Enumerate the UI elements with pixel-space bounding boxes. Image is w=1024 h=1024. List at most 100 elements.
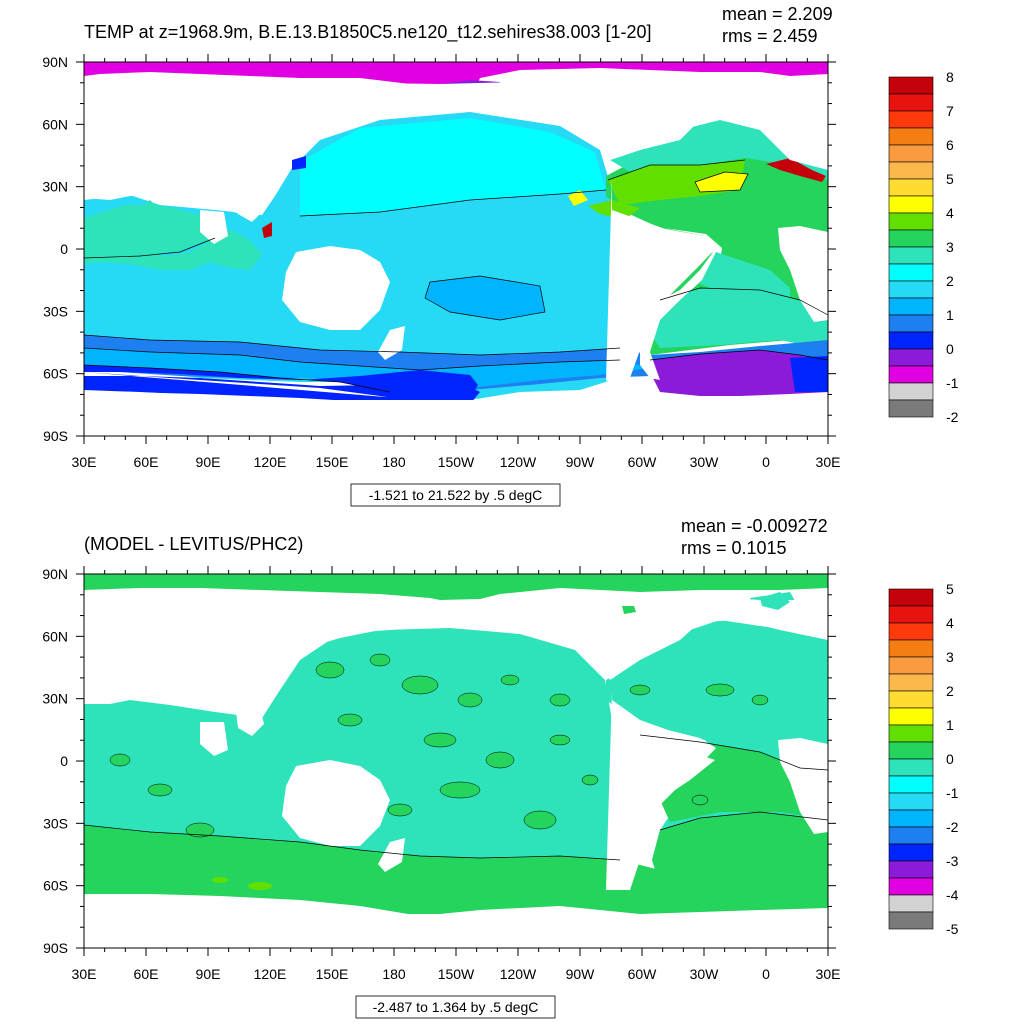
panel1-colorbar-box [888, 246, 934, 265]
panel1-mean: mean = 2.209 [722, 4, 833, 24]
panel1-lat-label: 90N [42, 54, 68, 70]
panel2-title: (MODEL - LEVITUS/PHC2) [84, 534, 303, 554]
panel2-colorbar-label: 1 [946, 717, 954, 733]
panel1-colorbar-box [888, 399, 934, 418]
panel2-contour-info: -2.487 to 1.364 by .5 degC [373, 999, 539, 1015]
panel2-lon-label: 120W [500, 966, 537, 982]
panel1-colorbar-label: 6 [946, 137, 954, 153]
panel1-lat-label: 30N [42, 179, 68, 195]
difference-field [83, 574, 829, 948]
panel2-lat-label: 30N [42, 691, 68, 707]
panel1-lon-label: 120W [500, 454, 537, 470]
panel2-lon-label: 90E [196, 966, 221, 982]
panel1-colorbar-label: 1 [946, 307, 954, 323]
panel2-colorbar-label: -2 [946, 819, 959, 835]
panel1-lon-label: 30W [690, 454, 720, 470]
panel2-colorbar-box [888, 809, 934, 828]
panel2-mean: mean = -0.009272 [681, 516, 828, 536]
panel1-contour-info-box: -1.521 to 21.522 by .5 degC [350, 483, 561, 507]
panel2-colorbar-box [888, 826, 934, 845]
panel2-colorbar-box [888, 894, 934, 913]
panel2-colorbar-box [888, 860, 934, 879]
panel2-lon-label: 90W [566, 966, 596, 982]
panel2-lon-label: 150E [316, 966, 349, 982]
panel1-colorbar-box [888, 110, 934, 129]
panel1-colorbar-box [888, 382, 934, 401]
panel1-lon-label: 30E [72, 454, 97, 470]
panel2-axis-ticks: 30E 60E 90E 120E 150E 180 150W 120W 90W 60W 30W 0 30… [42, 566, 840, 982]
panel1-title: TEMP at z=1968.9m, B.E.13.B1850C5.ne120_… [84, 22, 652, 43]
panel2-rms: rms = 0.1015 [681, 538, 787, 558]
panel2-colorbar-box [888, 673, 934, 692]
temp-field [83, 62, 829, 436]
panel1-colorbar-label: 5 [946, 171, 954, 187]
panel1-rms: rms = 2.459 [722, 26, 818, 46]
panel2-lat-label: 0 [60, 753, 68, 769]
panel1-lon-label: 180 [382, 454, 406, 470]
panel1-colorbar-box [888, 76, 934, 95]
panel1-colorbar-box [888, 161, 934, 180]
panel2-lon-label: 60W [628, 966, 658, 982]
panel1-lat-label: 0 [60, 241, 68, 257]
panel2-colorbar-label: 3 [946, 649, 954, 665]
panel2-lon-label: 120E [254, 966, 287, 982]
panel2-colorbar-label: -4 [946, 887, 959, 903]
panel1-lon-label: 60E [134, 454, 159, 470]
panel2-lon-label: 30E [816, 966, 841, 982]
panel1-colorbar-label: 8 [946, 69, 954, 85]
panel1-colorbar-label: 3 [946, 239, 954, 255]
panel2-colorbar-box [888, 690, 934, 709]
panel2-colorbar-label: 0 [946, 751, 954, 767]
panel2-colorbar: 5 4 3 2 1 0 -1 -2 -3 -4 -5 [888, 581, 959, 937]
panel2-colorbar-label: 5 [946, 581, 954, 597]
panel1-colorbar-label: -1 [946, 375, 959, 391]
panel2-colorbar-box [888, 639, 934, 658]
panel2-lat-label: 30S [43, 815, 68, 831]
panel2-lon-label: 60E [134, 966, 159, 982]
panel1-lon-label: 60W [628, 454, 658, 470]
panel2-colorbar-label: 2 [946, 683, 954, 699]
panel2-colorbar-box [888, 911, 934, 930]
panel1-lon-label: 120E [254, 454, 287, 470]
panel2-lat-label: 90S [43, 940, 68, 956]
panel1-colorbar-box [888, 331, 934, 350]
panel2-colorbar-box [888, 588, 934, 607]
panel1-lat-label: 30S [43, 303, 68, 319]
panel1-colorbar-box [888, 127, 934, 146]
panel2-colorbar-box [888, 877, 934, 896]
panel1-colorbar-box [888, 212, 934, 231]
panel2-lon-label: 30W [690, 966, 720, 982]
panel2-lon-label: 150W [438, 966, 475, 982]
panel2-lon-label: 180 [382, 966, 406, 982]
panel1-colorbar-box [888, 144, 934, 163]
panel1-colorbar-box [888, 178, 934, 197]
panel1-colorbar-box [888, 263, 934, 282]
panel1-colorbar-label: 7 [946, 103, 954, 119]
panel2-contour-info-box: -2.487 to 1.364 by .5 degC [355, 995, 556, 1019]
panel2-colorbar-box [888, 758, 934, 777]
panel1-lon-label: 30E [816, 454, 841, 470]
panel2-colorbar-box [888, 724, 934, 743]
panel1-colorbar-box [888, 348, 934, 367]
panel1-colorbar-label: 2 [946, 273, 954, 289]
panel2-colorbar-box [888, 605, 934, 624]
panel2-colorbar-label: 4 [946, 615, 954, 631]
panel1-colorbar-label: 4 [946, 205, 954, 221]
panel2-colorbar-label: -3 [946, 853, 959, 869]
panel1-lon-label: 90W [566, 454, 596, 470]
panel1-colorbar-box [888, 93, 934, 112]
panel1-lon-label: 90E [196, 454, 221, 470]
panel1-colorbar-box [888, 365, 934, 384]
panel2-colorbar-label: -5 [946, 921, 959, 937]
panel2-lat-label: 60S [43, 878, 68, 894]
panel2-colorbar-box [888, 843, 934, 862]
panel2-lat-label: 90N [42, 566, 68, 582]
panel2-colorbar-label: -1 [946, 785, 959, 801]
panel1-lon-label: 0 [762, 454, 770, 470]
panel1-colorbar: 8 7 6 5 4 3 2 1 0 -1 -2 [888, 69, 959, 425]
panel1-colorbar-box [888, 297, 934, 316]
temp-map-panel: TEMP at z=1968.9m, B.E.13.B1850C5.ne120_… [42, 4, 959, 507]
panel1-lon-label: 150E [316, 454, 349, 470]
panel1-colorbar-label: -2 [946, 409, 959, 425]
